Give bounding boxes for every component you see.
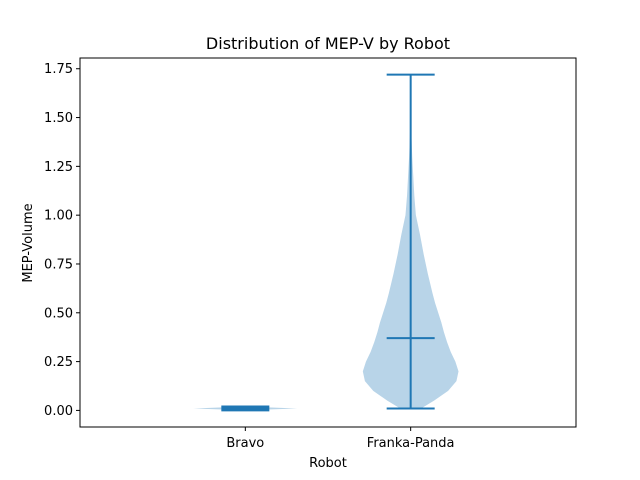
y-tick-label: 1.25 [44, 160, 73, 175]
plot-frame [79, 57, 577, 428]
x-tick-label: Bravo [226, 436, 264, 451]
y-tick-label: 0.00 [44, 404, 73, 419]
chart-title: Distribution of MEP-V by Robot [206, 34, 450, 53]
x-axis-label: Robot [309, 456, 347, 471]
plot-area [193, 73, 459, 412]
y-tick-label: 0.25 [44, 355, 73, 370]
y-tick-label: 1.00 [44, 209, 73, 224]
y-tick-label: 1.75 [44, 62, 73, 77]
y-tick-label: 1.50 [44, 111, 73, 126]
y-tick-label: 0.50 [44, 306, 73, 321]
y-tick-label: 0.75 [44, 257, 73, 272]
x-tick-label: Franka-Panda [367, 436, 455, 451]
y-axis: 0.00 0.25 0.50 0.75 1.00 1.25 1.50 1.75 [44, 62, 80, 419]
y-axis-label: MEP-Volume [21, 203, 36, 282]
x-axis: Bravo Franka-Panda [226, 427, 455, 451]
